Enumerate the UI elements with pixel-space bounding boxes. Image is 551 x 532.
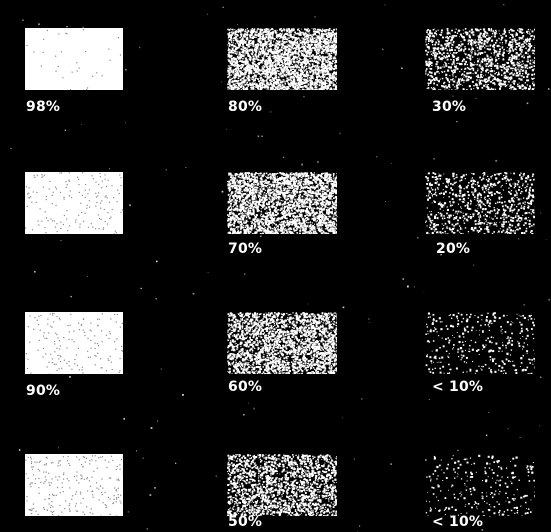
swatch-texture: [227, 172, 337, 234]
label-lt10-b: < 10%: [432, 514, 484, 530]
swatch-80: [227, 28, 337, 90]
swatch-texture: [25, 172, 123, 234]
swatch-texture: [25, 28, 123, 90]
swatch-texture: [425, 28, 535, 90]
swatch-98: [25, 28, 123, 90]
label-90: 90%: [26, 383, 61, 399]
label-80: 80%: [228, 99, 263, 115]
label-60: 60%: [228, 379, 263, 395]
swatch-texture: [227, 28, 337, 90]
swatch-texture: [425, 312, 535, 374]
swatch-30: [425, 28, 535, 90]
swatch-texture: [425, 172, 535, 234]
label-70: 70%: [228, 241, 263, 257]
swatch-texture: [25, 312, 123, 374]
swatch-20: [425, 172, 535, 234]
label-30: 30%: [432, 99, 467, 115]
swatch-60: [227, 312, 337, 374]
label-98: 98%: [26, 99, 61, 115]
swatch-texture: [25, 454, 123, 516]
swatch-texture: [227, 454, 337, 516]
swatch-90: [25, 312, 123, 374]
swatch-unlabeled-2: [25, 454, 123, 516]
swatch-texture: [227, 312, 337, 374]
swatch-unlabeled-1: [25, 172, 123, 234]
label-lt10-a: < 10%: [432, 379, 484, 395]
swatch-50: [227, 454, 337, 516]
swatch-lt10-a: [425, 312, 535, 374]
label-50: 50%: [228, 514, 263, 530]
label-20: 20%: [436, 241, 471, 257]
swatch-texture: [425, 454, 535, 516]
swatch-70: [227, 172, 337, 234]
swatch-lt10-b: [425, 454, 535, 516]
